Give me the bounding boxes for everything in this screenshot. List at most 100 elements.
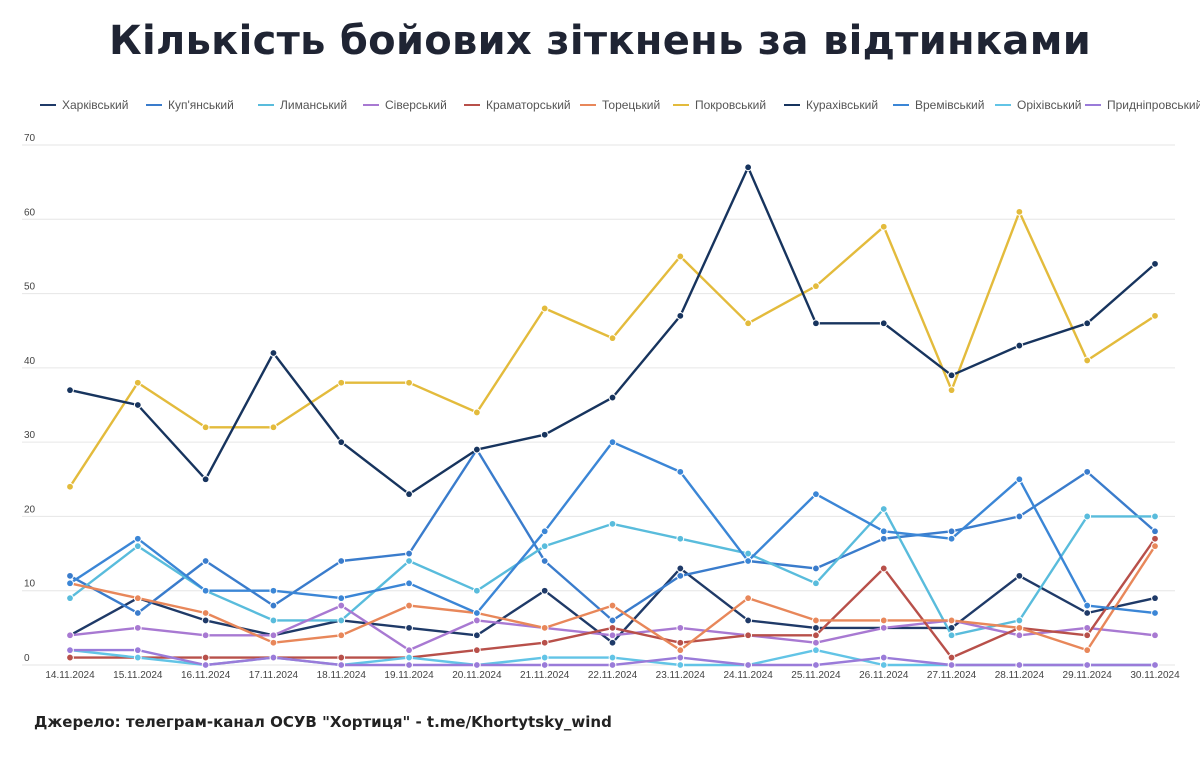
data-point bbox=[608, 623, 617, 632]
data-point bbox=[540, 557, 549, 565]
data-point bbox=[947, 653, 956, 662]
legend-item: Торецький bbox=[580, 98, 660, 112]
data-point bbox=[1015, 623, 1024, 632]
series-8 bbox=[66, 163, 1159, 499]
data-point bbox=[947, 386, 956, 395]
data-point bbox=[540, 661, 549, 669]
data-point bbox=[269, 349, 278, 357]
series-7 bbox=[66, 207, 1159, 491]
data-point bbox=[201, 661, 210, 669]
data-point bbox=[744, 319, 753, 328]
legend-item: Краматорський bbox=[464, 98, 571, 112]
data-point bbox=[66, 594, 74, 603]
x-tick-label: 29.11.2024 bbox=[1063, 670, 1113, 681]
data-point bbox=[201, 557, 210, 565]
data-point bbox=[405, 623, 413, 632]
legend-swatch bbox=[258, 104, 274, 106]
legend-swatch bbox=[580, 104, 596, 106]
data-point bbox=[472, 408, 481, 417]
legend-item: Покровський bbox=[673, 98, 766, 112]
data-point bbox=[1151, 661, 1159, 669]
data-point bbox=[812, 579, 820, 588]
data-point bbox=[947, 371, 956, 380]
data-point bbox=[812, 490, 820, 499]
data-point bbox=[676, 653, 685, 662]
series-6 bbox=[66, 542, 1159, 655]
data-point bbox=[744, 549, 753, 558]
legend-label: Оріхівський bbox=[1017, 98, 1082, 112]
data-point bbox=[269, 616, 278, 625]
data-point bbox=[133, 378, 142, 387]
data-point bbox=[812, 282, 820, 291]
data-point bbox=[1015, 475, 1024, 484]
data-point bbox=[405, 646, 413, 655]
data-point bbox=[947, 534, 956, 543]
data-point bbox=[676, 571, 685, 580]
data-point bbox=[1015, 631, 1024, 640]
data-point bbox=[337, 378, 346, 387]
x-tick-label: 25.11.2024 bbox=[791, 670, 841, 681]
data-point bbox=[540, 430, 549, 439]
data-point bbox=[540, 527, 549, 536]
data-point bbox=[1151, 609, 1159, 617]
legend-label: Времівський bbox=[915, 98, 985, 112]
data-point bbox=[1083, 631, 1092, 640]
data-point bbox=[66, 571, 74, 580]
y-tick-label: 60 bbox=[24, 207, 36, 218]
series-5 bbox=[66, 534, 1159, 662]
legend-item: Лиманський bbox=[258, 98, 347, 112]
data-point bbox=[1083, 467, 1092, 476]
data-point bbox=[608, 661, 617, 669]
legend-item: Куп'янський bbox=[146, 98, 234, 112]
data-point bbox=[1015, 341, 1024, 350]
data-point bbox=[201, 423, 210, 432]
data-point bbox=[540, 304, 549, 313]
data-point bbox=[472, 616, 481, 625]
data-point bbox=[676, 564, 685, 573]
data-point bbox=[608, 393, 617, 402]
y-axis-ticks: 0 10 20 30 40 50 60 70 bbox=[24, 133, 36, 664]
data-point bbox=[812, 646, 820, 655]
data-point bbox=[744, 557, 753, 565]
data-point bbox=[608, 438, 617, 447]
data-point bbox=[133, 623, 142, 632]
data-point bbox=[337, 601, 346, 610]
data-point bbox=[1015, 207, 1024, 216]
x-tick-label: 15.11.2024 bbox=[113, 670, 163, 681]
data-point bbox=[405, 579, 413, 588]
data-point bbox=[608, 601, 617, 610]
x-tick-label: 30.11.2024 bbox=[1130, 670, 1180, 681]
data-point bbox=[676, 252, 685, 261]
y-tick-label: 20 bbox=[24, 504, 36, 515]
legend-item: Времівський bbox=[893, 98, 984, 112]
data-point bbox=[879, 222, 888, 231]
data-point bbox=[133, 594, 142, 603]
legend-label: Торецький bbox=[602, 98, 661, 112]
data-point bbox=[1151, 527, 1159, 536]
x-tick-label: 18.11.2024 bbox=[317, 670, 367, 681]
data-point bbox=[337, 594, 346, 603]
data-point bbox=[66, 646, 74, 655]
y-tick-label: 30 bbox=[24, 430, 36, 441]
data-point bbox=[1083, 646, 1092, 655]
data-point bbox=[66, 653, 74, 662]
legend-swatch bbox=[40, 104, 56, 106]
data-point bbox=[66, 631, 74, 640]
data-point bbox=[1015, 616, 1024, 625]
data-point bbox=[1015, 512, 1024, 521]
data-point bbox=[879, 534, 888, 543]
data-point bbox=[676, 661, 685, 669]
x-tick-label: 28.11.2024 bbox=[995, 670, 1045, 681]
chart-legend: Харківський Куп'янський Лиманський Сіверськ… bbox=[40, 98, 1200, 118]
series-4 bbox=[66, 601, 1159, 655]
data-point bbox=[947, 527, 956, 536]
x-tick-label: 24.11.2024 bbox=[723, 670, 773, 681]
data-point bbox=[540, 653, 549, 662]
data-point bbox=[947, 616, 956, 625]
series-11 bbox=[66, 646, 1159, 669]
x-tick-label: 21.11.2024 bbox=[520, 670, 570, 681]
data-point bbox=[337, 616, 346, 625]
legend-swatch bbox=[673, 104, 689, 106]
data-point bbox=[133, 542, 142, 551]
data-point bbox=[879, 527, 888, 536]
